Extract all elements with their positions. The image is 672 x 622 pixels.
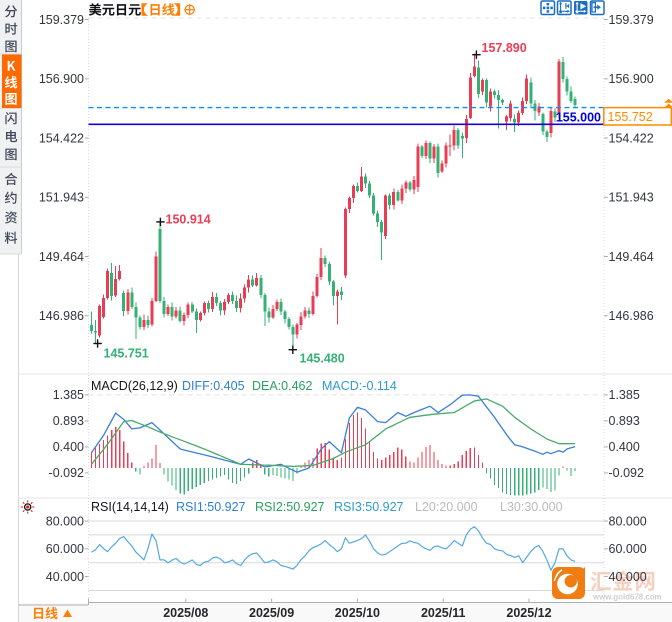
- svg-text:0.400: 0.400: [609, 440, 640, 454]
- svg-text:2025/12: 2025/12: [506, 606, 551, 620]
- svg-text:MACD:-0.114: MACD:-0.114: [322, 379, 397, 393]
- svg-text:1.385: 1.385: [53, 388, 84, 402]
- svg-text:DIFF:0.405: DIFF:0.405: [182, 379, 245, 393]
- svg-text:145.751: 145.751: [104, 347, 149, 361]
- svg-text:146.986: 146.986: [39, 309, 84, 323]
- svg-text:159.379: 159.379: [39, 13, 84, 27]
- svg-text:154.422: 154.422: [39, 131, 84, 145]
- svg-text:2025/11: 2025/11: [421, 606, 466, 620]
- svg-text:2025/09: 2025/09: [249, 606, 294, 620]
- svg-text:149.464: 149.464: [39, 250, 84, 264]
- svg-text:146.986: 146.986: [609, 309, 654, 323]
- svg-text:2025/10: 2025/10: [335, 606, 380, 620]
- svg-text:151.943: 151.943: [609, 191, 654, 205]
- svg-text:0.400: 0.400: [53, 440, 84, 454]
- svg-text:RSI1:50.927: RSI1:50.927: [176, 500, 246, 514]
- svg-text:156.900: 156.900: [609, 72, 654, 86]
- svg-text:-0.092: -0.092: [609, 466, 644, 480]
- svg-text:2025/08: 2025/08: [163, 606, 208, 620]
- svg-text:154.422: 154.422: [609, 131, 654, 145]
- svg-text:www.gold678.com: www.gold678.com: [592, 593, 662, 602]
- svg-text:157.890: 157.890: [482, 41, 527, 55]
- svg-text:DEA:0.462: DEA:0.462: [252, 379, 313, 393]
- svg-text:80.000: 80.000: [46, 514, 84, 528]
- svg-text:L30:30.000: L30:30.000: [500, 500, 563, 514]
- svg-text:40.000: 40.000: [46, 570, 84, 584]
- svg-text:RSI2:50.927: RSI2:50.927: [255, 500, 325, 514]
- svg-text:60.000: 60.000: [46, 542, 84, 556]
- svg-text:156.900: 156.900: [39, 72, 84, 86]
- svg-text:145.480: 145.480: [300, 352, 345, 366]
- svg-text:151.943: 151.943: [39, 191, 84, 205]
- svg-text:0.893: 0.893: [609, 414, 640, 428]
- svg-text:155.000: 155.000: [556, 110, 601, 124]
- svg-text:-0.092: -0.092: [49, 466, 84, 480]
- svg-text:60.000: 60.000: [609, 542, 647, 556]
- svg-text:0.893: 0.893: [53, 414, 84, 428]
- svg-text:149.464: 149.464: [609, 250, 654, 264]
- svg-text:L20:20.000: L20:20.000: [415, 500, 478, 514]
- svg-text:80.000: 80.000: [609, 514, 647, 528]
- svg-text:1.385: 1.385: [609, 388, 640, 402]
- svg-text:150.914: 150.914: [166, 213, 211, 227]
- svg-text:RSI(14,14,14): RSI(14,14,14): [91, 500, 169, 514]
- svg-text:159.379: 159.379: [609, 13, 654, 27]
- svg-text:RSI3:50.927: RSI3:50.927: [334, 500, 404, 514]
- svg-text:40.000: 40.000: [609, 570, 647, 584]
- svg-text:155.752: 155.752: [608, 110, 653, 124]
- svg-text:MACD(26,12,9): MACD(26,12,9): [91, 379, 178, 393]
